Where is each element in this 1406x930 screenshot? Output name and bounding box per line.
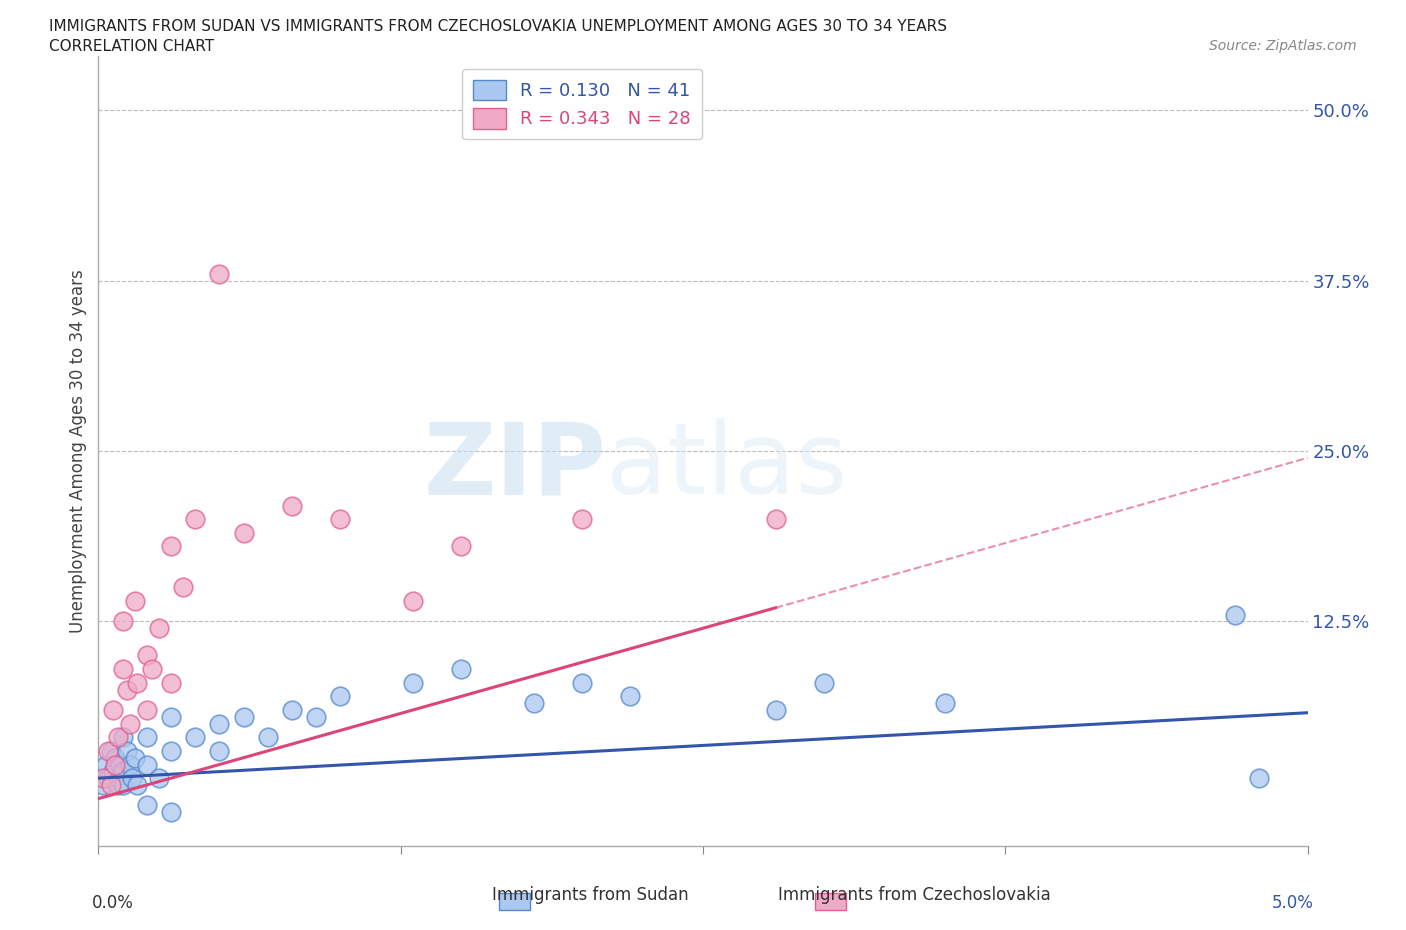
Point — [101, 764, 124, 778]
Point — [329, 512, 352, 526]
Point — [256, 730, 278, 745]
Point — [97, 771, 120, 786]
Point — [111, 661, 134, 676]
Point — [523, 696, 546, 711]
Point — [100, 743, 122, 758]
Text: 5.0%: 5.0% — [1272, 894, 1313, 911]
Text: Immigrants from Sudan: Immigrants from Sudan — [492, 886, 689, 904]
Point — [184, 730, 207, 745]
Point — [127, 777, 149, 792]
Point — [148, 621, 170, 636]
Point — [117, 682, 139, 697]
Point — [402, 593, 425, 608]
Point — [97, 743, 120, 758]
Point — [141, 661, 163, 676]
Point — [124, 751, 146, 765]
Point — [107, 777, 129, 792]
Point — [160, 743, 183, 758]
Point — [108, 757, 131, 772]
Point — [121, 771, 143, 786]
Point — [127, 675, 149, 690]
Point — [118, 716, 141, 731]
Point — [111, 764, 134, 778]
Point — [160, 710, 183, 724]
Point — [100, 777, 122, 792]
Point — [402, 675, 425, 690]
Point — [305, 710, 328, 724]
Point — [813, 675, 835, 690]
Point — [91, 777, 114, 792]
Point — [135, 730, 157, 745]
Point — [135, 757, 157, 772]
Point — [104, 757, 127, 772]
Point — [94, 757, 117, 772]
Point — [91, 771, 114, 786]
Point — [571, 512, 593, 526]
Point — [101, 702, 124, 717]
Point — [281, 498, 304, 513]
Point — [107, 730, 129, 745]
Text: Immigrants from Czechoslovakia: Immigrants from Czechoslovakia — [778, 886, 1050, 904]
Point — [172, 580, 194, 595]
Point — [117, 743, 139, 758]
Point — [1249, 771, 1271, 786]
Point — [208, 266, 231, 281]
Text: IMMIGRANTS FROM SUDAN VS IMMIGRANTS FROM CZECHOSLOVAKIA UNEMPLOYMENT AMONG AGES : IMMIGRANTS FROM SUDAN VS IMMIGRANTS FROM… — [49, 19, 948, 33]
Text: ZIP: ZIP — [423, 418, 606, 515]
Legend: R = 0.130   N = 41, R = 0.343   N = 28: R = 0.130 N = 41, R = 0.343 N = 28 — [463, 69, 702, 140]
Point — [135, 702, 157, 717]
Point — [104, 751, 127, 765]
Point — [450, 539, 472, 554]
Text: 0.0%: 0.0% — [93, 894, 134, 911]
Point — [111, 614, 134, 629]
Point — [118, 757, 141, 772]
Point — [135, 648, 157, 663]
Point — [135, 798, 157, 813]
Point — [329, 689, 352, 704]
Point — [232, 710, 254, 724]
Point — [619, 689, 641, 704]
Point — [571, 675, 593, 690]
Point — [148, 771, 170, 786]
Text: Source: ZipAtlas.com: Source: ZipAtlas.com — [1209, 39, 1357, 53]
Text: CORRELATION CHART: CORRELATION CHART — [49, 39, 214, 54]
Point — [124, 593, 146, 608]
Point — [160, 539, 183, 554]
Point — [232, 525, 254, 540]
Point — [111, 730, 134, 745]
Point — [160, 675, 183, 690]
Point — [208, 743, 231, 758]
Point — [450, 661, 472, 676]
Point — [765, 702, 787, 717]
Point — [160, 804, 183, 819]
Point — [934, 696, 956, 711]
Point — [765, 512, 787, 526]
Text: atlas: atlas — [606, 418, 848, 515]
Point — [111, 777, 134, 792]
Point — [184, 512, 207, 526]
Point — [281, 702, 304, 717]
Point — [208, 716, 231, 731]
Point — [1223, 607, 1246, 622]
Y-axis label: Unemployment Among Ages 30 to 34 years: Unemployment Among Ages 30 to 34 years — [69, 269, 87, 633]
